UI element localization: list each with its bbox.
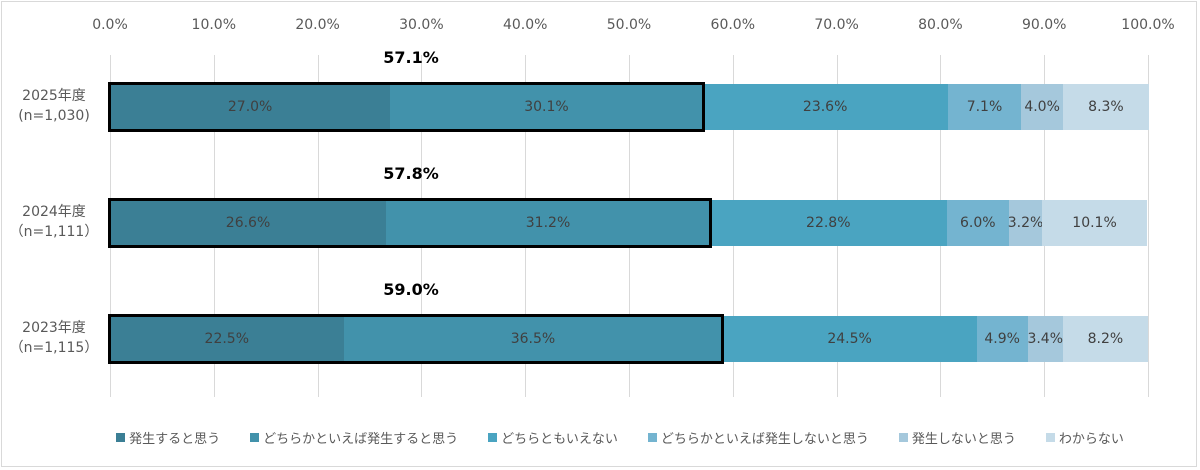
segment-value-label: 36.5% [510, 331, 556, 347]
legend-label: どちらかといえば発生すると思う [263, 432, 459, 447]
bar-segment: 27.0% [110, 84, 391, 130]
legend-label: わからない [1058, 432, 1124, 447]
x-tick-label: 40.0% [502, 17, 548, 33]
bar-segment: 3.4% [1027, 316, 1064, 362]
category-label: 2024年度 （n=1,111） [8, 202, 100, 242]
x-tick-label: 20.0% [295, 17, 340, 33]
segment-value-label: 3.4% [1027, 331, 1064, 347]
category-year: 2024年度 [22, 204, 86, 220]
legend-label: 発生しないと思う [911, 432, 1016, 447]
segment-value-label: 8.3% [1088, 99, 1124, 115]
bar-segment: 22.5% [110, 316, 344, 362]
segment-value-label: 7.1% [966, 99, 1003, 115]
legend-swatch-icon [250, 433, 260, 442]
bar-segment: 3.2% [1007, 200, 1044, 246]
bar-segment: 10.1% [1042, 200, 1147, 246]
legend-item: どちらともいえない [488, 428, 618, 447]
bar-segment: 31.2% [386, 200, 710, 246]
segment-value-label: 27.0% [227, 99, 273, 115]
legend-label: 発生すると思う [129, 432, 221, 447]
x-tick-label: 30.0% [399, 17, 444, 33]
combined-percentage-label: 57.1% [383, 48, 439, 67]
x-tick-label: 50.0% [606, 17, 652, 33]
segment-value-label: 3.2% [1007, 215, 1044, 231]
legend-item: 発生すると思う [116, 428, 220, 447]
bar-segment: 8.2% [1062, 316, 1148, 362]
category-label: 2025年度 (n=1,030) [8, 86, 100, 126]
segment-value-label: 23.6% [802, 99, 848, 115]
highlight-box [108, 82, 705, 132]
bar-segment: 4.9% [976, 316, 1028, 362]
segment-value-label: 10.1% [1072, 215, 1117, 231]
x-tick-label: 90.0% [1021, 17, 1067, 33]
bar-segment: 30.1% [390, 84, 703, 130]
legend-label: どちらともいえない [501, 432, 618, 447]
segment-value-label: 24.5% [827, 331, 872, 347]
legend-item: どちらかといえば発生すると思う [250, 428, 458, 447]
category-year: 2025年度 [22, 88, 86, 104]
bar-segment: 4.0% [1021, 84, 1063, 130]
legend-item: 発生しないと思う [898, 428, 1016, 447]
bar-segment: 36.5% [343, 316, 723, 362]
stacked-bar: 22.5% 36.5% 24.5% 4.9% 3.4% 8.2% [110, 316, 1148, 362]
highlight-box [108, 314, 725, 364]
bar-segment: 23.6% [702, 84, 948, 130]
legend-item: どちらかといえば発生しないと思う [647, 428, 869, 447]
legend-swatch-icon [647, 433, 657, 442]
legend-swatch-icon [898, 433, 908, 442]
legend-item: わからない [1045, 428, 1124, 447]
x-tick-label: 80.0% [918, 17, 963, 33]
segment-value-label: 30.1% [524, 99, 569, 115]
segment-value-label: 22.8% [806, 215, 851, 231]
bar-segment: 22.8% [709, 200, 947, 246]
segment-value-label: 22.5% [204, 331, 250, 347]
combined-percentage-label: 59.0% [383, 280, 439, 299]
legend-swatch-icon [488, 433, 498, 442]
segment-value-label: 31.2% [525, 215, 571, 231]
highlight-box [108, 198, 712, 248]
x-tick-label: 60.0% [710, 17, 756, 33]
bar-segment: 26.6% [110, 200, 387, 246]
category-n: （n=1,115） [9, 340, 99, 356]
gridline [1148, 55, 1149, 397]
legend-swatch-icon [1045, 433, 1055, 442]
legend: 発生すると思う どちらかといえば発生すると思う どちらともいえない どちらかといえば発… [80, 428, 1160, 447]
segment-value-label: 4.9% [984, 331, 1020, 347]
stacked-bar: 27.0% 30.1% 23.6% 7.1% 4.0% 8.3% [110, 84, 1150, 130]
x-tick-label: 100.0% [1121, 17, 1175, 33]
category-label: 2023年度 （n=1,115） [8, 318, 100, 358]
bar-segment: 7.1% [947, 84, 1022, 130]
bar-segment: 24.5% [722, 316, 977, 362]
stacked-bar: 26.6% 31.2% 22.8% 6.0% 3.2% 10.1% [110, 200, 1148, 246]
x-tick-label: 70.0% [814, 17, 859, 33]
segment-value-label: 26.6% [225, 215, 271, 231]
segment-value-label: 4.0% [1024, 99, 1060, 115]
bar-segment: 8.3% [1062, 84, 1150, 130]
x-tick-label: 0.0% [92, 17, 128, 33]
x-tick-label: 10.0% [191, 17, 237, 33]
category-year: 2023年度 [22, 320, 86, 336]
category-n: (n=1,030) [18, 108, 90, 124]
legend-swatch-icon [116, 433, 126, 442]
bar-segment: 6.0% [946, 200, 1009, 246]
category-n: （n=1,111） [9, 224, 99, 240]
plot-area: 0.0% 10.0% 20.0% 30.0% 40.0% 50.0% 60.0% 70.0% 8… [92, 0, 1175, 470]
segment-value-label: 6.0% [959, 215, 996, 231]
legend-label: どちらかといえば発生しないと思う [660, 432, 869, 447]
combined-percentage-label: 57.8% [383, 164, 439, 183]
segment-value-label: 8.2% [1087, 331, 1124, 347]
